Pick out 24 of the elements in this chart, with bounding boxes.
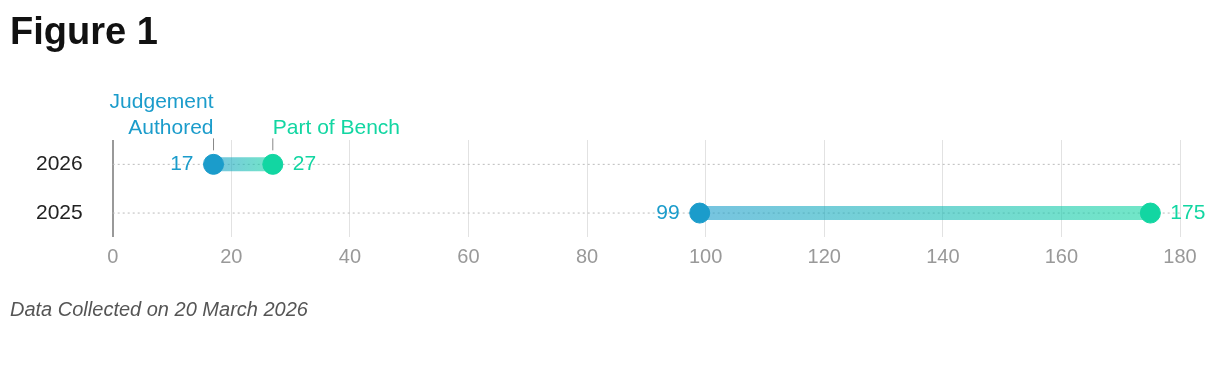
- x-tick-label: 100: [688, 244, 723, 267]
- chart-title: Figure 1: [10, 10, 158, 53]
- text: Data Collected on 20 March 2026: [10, 298, 308, 321]
- point: [262, 153, 284, 175]
- x-tick-label: 0: [107, 244, 119, 267]
- data-label: 175: [1170, 199, 1206, 223]
- series-label: Judgement Authored: [109, 88, 214, 138]
- y-tick-label: 2026: [36, 151, 83, 175]
- point: [203, 153, 225, 175]
- x-tick-label: 80: [575, 244, 599, 267]
- x-tick-label: 140: [926, 244, 960, 267]
- x-tick-label: 40: [338, 244, 362, 267]
- point: [689, 202, 711, 224]
- y-tick-label: 2025: [36, 199, 83, 223]
- point: [1139, 202, 1161, 224]
- data-label: 99: [656, 199, 680, 223]
- x-tick-label: 120: [807, 244, 841, 267]
- data-label: 17: [170, 151, 194, 175]
- x-tick-label: 20: [220, 244, 243, 267]
- x-tick-label: 60: [457, 244, 480, 267]
- x-tick-label: 160: [1044, 244, 1079, 267]
- data-label: 27: [292, 151, 317, 175]
- series-label: Part of Bench: [272, 114, 401, 138]
- x-tick-label: 180: [1163, 244, 1197, 267]
